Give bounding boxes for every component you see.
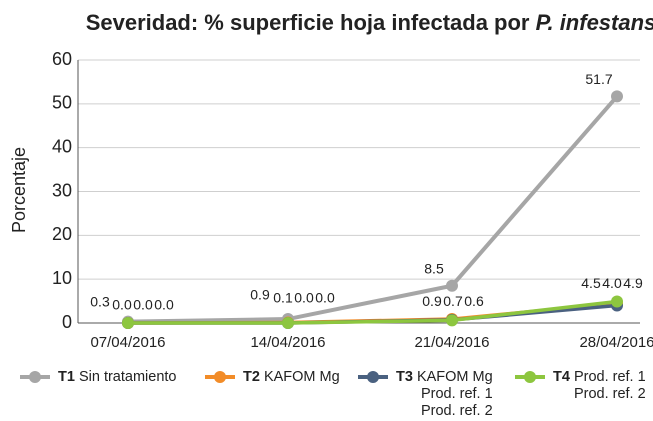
series-line — [127, 95, 619, 324]
y-tick-label: 50 — [52, 93, 72, 113]
data-label: 0.9 — [250, 286, 270, 302]
legend-name-line: Prod. ref. 2 — [574, 386, 646, 402]
legend-label: T4 Prod. ref. 1 — [553, 369, 646, 385]
data-label: 0.0 — [315, 289, 335, 305]
data-label: 51.7 — [585, 71, 612, 87]
legend-name-line: Prod. ref. 1 — [421, 386, 493, 402]
y-tick-label: 40 — [52, 136, 72, 156]
data-label: 0.0 — [112, 297, 132, 313]
y-tick-label: 30 — [52, 180, 72, 200]
data-label: 0.0 — [133, 297, 153, 313]
data-point — [446, 314, 458, 327]
data-label: 0.9 — [422, 293, 442, 309]
data-point — [122, 317, 134, 329]
x-tick-label: 14/04/2016 — [250, 334, 325, 351]
data-label: 0.0 — [154, 297, 174, 313]
x-tick-label: 07/04/2016 — [90, 334, 165, 351]
data-label: 0.1 — [273, 289, 293, 305]
chart-title: Severidad: % superficie hoja infectada p… — [86, 10, 653, 35]
data-label: 4.0 — [602, 275, 622, 291]
legend-marker — [29, 371, 41, 383]
legend-name: Sin tratamiento — [79, 369, 177, 385]
data-label: 4.9 — [623, 275, 643, 291]
data-point — [282, 317, 294, 329]
data-point — [611, 295, 623, 308]
legend-name: Prod. ref. 1 — [574, 369, 646, 385]
data-label: 0.6 — [464, 293, 484, 309]
data-label: 8.5 — [424, 260, 444, 276]
data-label: 0.7 — [443, 293, 463, 309]
x-tick-label: 28/04/2016 — [579, 334, 653, 351]
legend-code: T4 — [553, 369, 570, 385]
y-tick-label: 0 — [62, 312, 72, 332]
legend-marker — [214, 371, 226, 383]
legend-code: T2 — [243, 369, 260, 385]
legend-marker — [524, 371, 536, 383]
title-italic: P. infestans — [536, 10, 653, 35]
legend-name-line: Prod. ref. 2 — [421, 403, 493, 419]
data-label: 0.0 — [294, 289, 314, 305]
y-tick-label: 60 — [52, 49, 72, 69]
data-point — [446, 279, 458, 292]
data-point — [611, 90, 623, 103]
series-line — [128, 299, 618, 325]
legend-label: T2 KAFOM Mg — [243, 369, 340, 385]
data-label: 0.3 — [90, 294, 110, 310]
y-tick-label: 10 — [52, 268, 72, 288]
x-tick-label: 21/04/2016 — [414, 334, 489, 351]
legend-code: T3 — [396, 369, 413, 385]
legend-label: T3 KAFOM Mg — [396, 369, 493, 385]
legend-code: T1 — [58, 369, 75, 385]
legend-name: KAFOM Mg — [417, 369, 493, 385]
y-axis-label: Porcentaje — [9, 147, 29, 233]
y-tick-label: 20 — [52, 224, 72, 244]
legend-marker — [367, 371, 379, 383]
legend-name: KAFOM Mg — [264, 369, 340, 385]
data-label: 4.5 — [581, 275, 601, 291]
title-main: Severidad: % superficie hoja infectada p… — [86, 10, 530, 35]
legend-label: T1 Sin tratamiento — [58, 369, 176, 385]
